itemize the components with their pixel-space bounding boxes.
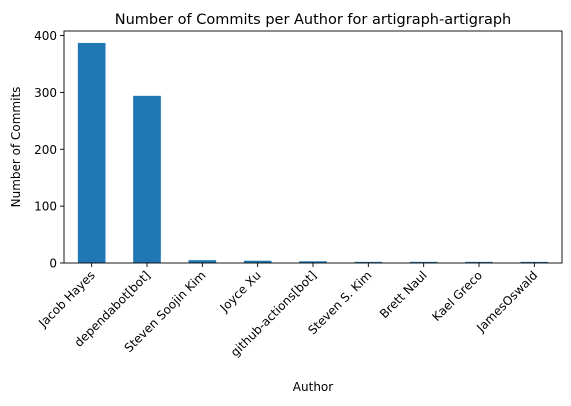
x-axis-label: Author — [293, 380, 333, 394]
bar-5 — [354, 261, 383, 263]
y-tick-label: 200 — [34, 143, 57, 157]
bar-7 — [465, 261, 493, 263]
y-tick-label: 400 — [34, 29, 57, 43]
y-tick-label: 100 — [34, 200, 57, 214]
y-axis-label: Number of Commits — [9, 87, 23, 208]
bar-1 — [133, 95, 161, 263]
y-tick-label: 0 — [49, 257, 57, 271]
bar-0 — [77, 42, 106, 263]
y-axis-ticks: 0 100 200 300 400 — [34, 29, 64, 271]
x-tick-label: Brett Naul — [377, 268, 430, 321]
bar-4 — [299, 261, 327, 263]
plot-frame — [63, 30, 563, 264]
bar-2 — [188, 260, 217, 263]
bar-8 — [520, 261, 549, 263]
x-tick-label: Kael Greco — [429, 268, 485, 324]
bar-6 — [409, 261, 438, 263]
chart-title: Number of Commits per Author for artigra… — [115, 12, 511, 28]
x-tick-label: Joyce Xu — [217, 268, 264, 315]
bar-3 — [243, 260, 272, 263]
y-tick-label: 300 — [34, 86, 57, 100]
x-tick-label: Jacob Hayes — [35, 268, 98, 331]
bars-group — [77, 42, 549, 263]
